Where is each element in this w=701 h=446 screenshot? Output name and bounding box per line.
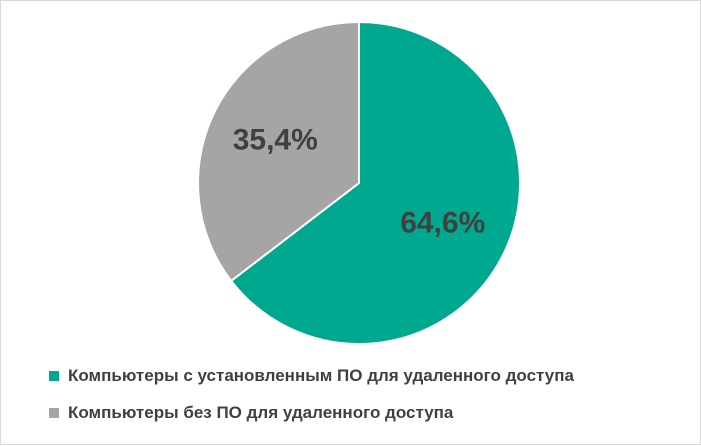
slice-with-remote-software-label: 64,6% — [400, 206, 485, 239]
legend-swatch-without-remote-software — [49, 408, 59, 418]
legend: Компьютеры с установленным ПО для удален… — [49, 365, 574, 439]
legend-item-with-remote-software: Компьютеры с установленным ПО для удален… — [49, 365, 574, 387]
slice-without-remote-software — [197, 20, 360, 283]
legend-label-with-remote-software: Компьютеры с установленным ПО для удален… — [68, 366, 574, 385]
slice-with-remote-software — [229, 20, 521, 345]
legend-item-without-remote-software: Компьютеры без ПО для удаленного доступа — [49, 402, 574, 424]
legend-swatch-with-remote-software — [49, 371, 59, 381]
slice-without-remote-software-label: 35,4% — [233, 124, 318, 157]
legend-label-without-remote-software: Компьютеры без ПО для удаленного доступа — [68, 403, 454, 422]
